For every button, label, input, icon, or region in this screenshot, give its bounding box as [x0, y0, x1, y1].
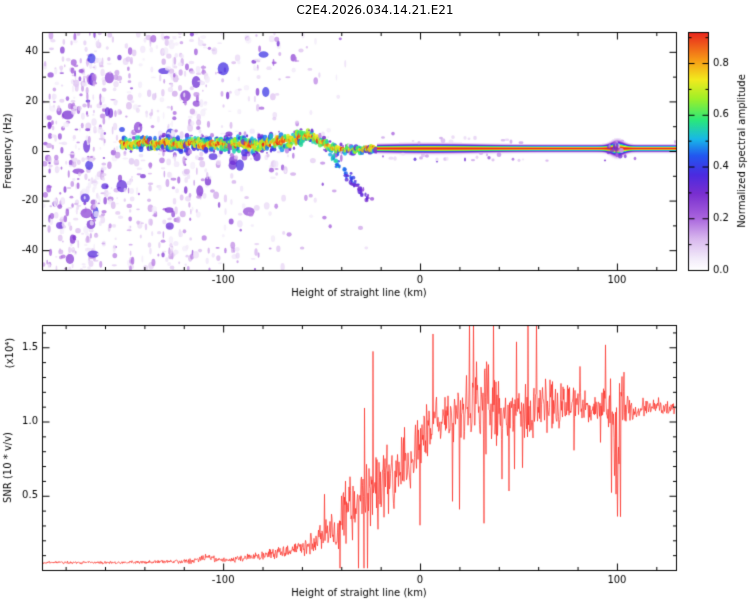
snr-panel: [0, 300, 750, 600]
spectrogram-panel: [0, 0, 750, 300]
